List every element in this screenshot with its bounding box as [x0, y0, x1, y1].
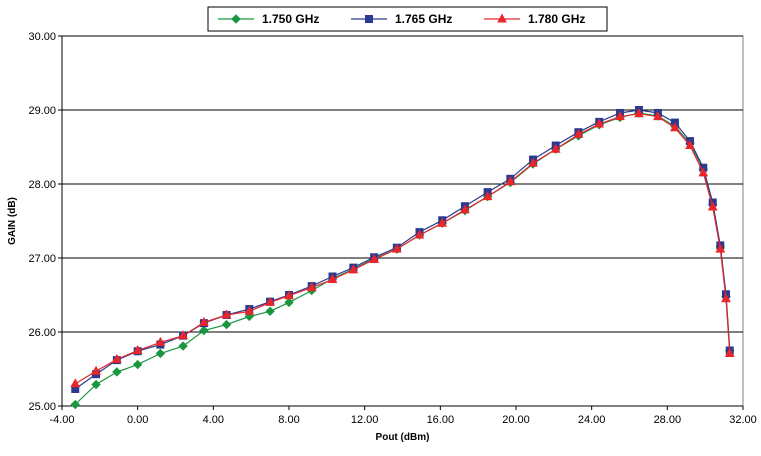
data-point — [437, 217, 448, 227]
y-tick-label: 29.00 — [28, 105, 56, 117]
legend-box — [207, 6, 608, 32]
plot-area — [61, 35, 744, 407]
legend-entry-label: 1.765 GHz — [395, 12, 452, 26]
legend-marker — [231, 14, 241, 24]
data-point — [505, 176, 516, 186]
data-point — [653, 111, 663, 121]
y-tick-label: 26.00 — [28, 327, 56, 339]
data-point — [244, 305, 255, 315]
legend-entry-label: 1.750 GHz — [262, 12, 319, 26]
data-point — [284, 290, 294, 300]
data-point — [550, 143, 561, 153]
data-point — [414, 229, 425, 239]
data-point — [634, 108, 644, 118]
data-point — [528, 157, 538, 167]
data-point — [221, 319, 232, 330]
data-point — [369, 253, 379, 263]
y-axis-title: GAIN (dB) — [7, 197, 18, 245]
data-point — [70, 378, 81, 388]
x-tick-label: 28.00 — [654, 414, 682, 426]
data-point — [715, 243, 726, 253]
data-point — [132, 359, 143, 370]
data-point — [685, 139, 695, 150]
legend-marker — [497, 13, 507, 23]
data-point — [155, 348, 166, 359]
data-point — [327, 273, 338, 283]
data-point — [221, 309, 232, 319]
y-tick-label: 25.00 — [28, 401, 56, 413]
data-point — [482, 191, 493, 201]
y-tick-label: 30.00 — [28, 31, 56, 43]
x-tick-label: 32.00 — [729, 414, 757, 426]
data-point — [460, 204, 470, 214]
data-point — [178, 341, 188, 351]
x-tick-label: 4.00 — [203, 414, 224, 426]
gridlines — [61, 35, 743, 407]
data-point — [724, 347, 735, 357]
legend-entry-label: 1.780 GHz — [528, 12, 585, 26]
legend-marker — [365, 15, 373, 23]
series-layer — [70, 106, 735, 410]
y-tick-label: 28.00 — [28, 179, 56, 191]
data-point — [284, 297, 294, 308]
x-axis-ticks: -4.00 0.00 4.00 8.00 12.00 16.00 20.00 24.00 28.… — [49, 406, 757, 426]
data-point — [178, 330, 188, 340]
data-point — [199, 316, 209, 326]
y-axis-ticks: 25.00 26.00 27.00 28.00 29.00 30.00 — [28, 31, 62, 413]
x-axis-title: Pout (dBm) — [376, 432, 430, 443]
x-tick-label: 12.00 — [351, 414, 379, 426]
data-point — [670, 122, 680, 132]
data-point — [132, 344, 143, 354]
plot-border — [61, 35, 744, 407]
data-point — [306, 282, 317, 292]
data-point — [707, 201, 718, 211]
data-point — [155, 336, 166, 346]
data-point — [265, 296, 275, 306]
y-tick-label: 27.00 — [28, 253, 56, 265]
x-tick-label: 24.00 — [578, 414, 606, 426]
x-tick-label: 8.00 — [278, 414, 299, 426]
data-point — [348, 264, 359, 274]
data-point — [265, 306, 275, 316]
x-tick-label: 0.00 — [127, 414, 148, 426]
data-point — [698, 167, 709, 177]
data-point — [70, 399, 80, 410]
data-point — [573, 128, 584, 138]
data-point — [91, 365, 101, 375]
x-tick-label: -4.00 — [49, 414, 74, 426]
data-point — [615, 111, 625, 121]
data-point — [199, 325, 209, 336]
data-point — [91, 379, 101, 390]
x-tick-label: 20.00 — [502, 414, 530, 426]
data-point — [721, 293, 731, 303]
legend: 1.750 GHz 1.765 GHz 1.780 GHz — [207, 6, 608, 32]
data-point — [391, 243, 402, 253]
data-point — [112, 367, 122, 377]
x-tick-label: 16.00 — [427, 414, 455, 426]
data-point — [594, 118, 605, 128]
data-point — [112, 353, 122, 363]
series-2 — [70, 108, 735, 388]
